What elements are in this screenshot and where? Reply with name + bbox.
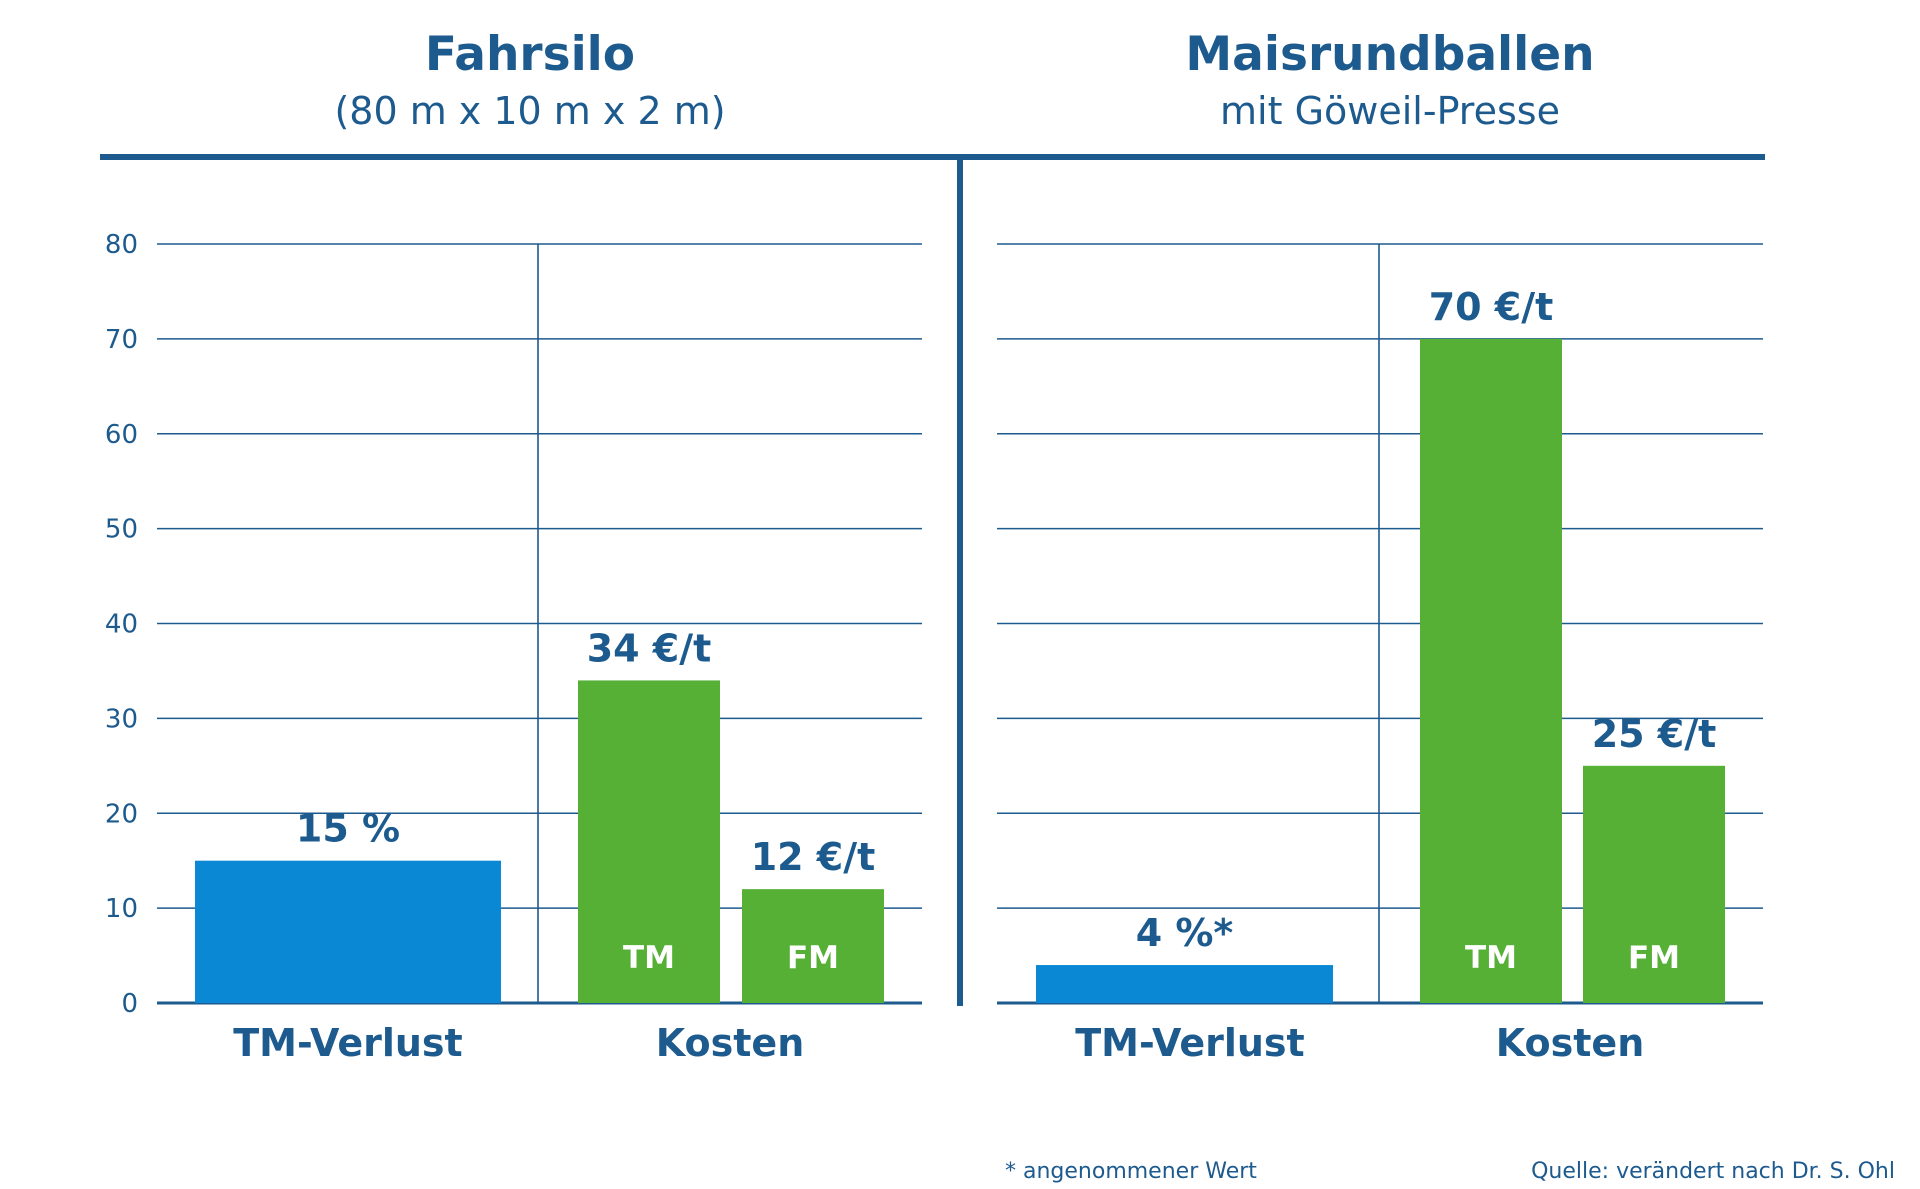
y-tick-label: 30 <box>105 704 138 734</box>
y-tick-label: 40 <box>105 610 138 640</box>
bar <box>195 860 501 1003</box>
category-label: Kosten <box>1496 1021 1645 1065</box>
bar-inner-label: TM <box>1465 940 1517 976</box>
bar-inner-label: FM <box>787 940 839 976</box>
category-label: Kosten <box>656 1021 805 1065</box>
bar <box>1420 338 1562 1003</box>
data-label: 25 €/t <box>1592 712 1717 756</box>
y-tick-label: 10 <box>105 894 138 924</box>
bar-inner-label: TM <box>623 940 675 976</box>
y-tick-label: 0 <box>121 989 138 1019</box>
data-label: 34 €/t <box>587 626 712 670</box>
bar <box>742 889 884 1003</box>
bar <box>1036 965 1333 1003</box>
data-label: 4 %* <box>1136 911 1234 955</box>
y-tick-label: 70 <box>105 325 138 355</box>
bar <box>578 680 720 1003</box>
y-tick-label: 80 <box>105 230 138 260</box>
footnote: * angenommener Wert <box>1005 1159 1257 1184</box>
data-label: 70 €/t <box>1429 285 1554 329</box>
bar <box>1583 765 1725 1003</box>
bar-inner-label: FM <box>1628 940 1680 976</box>
panel-title: Maisrundballen <box>1185 27 1594 82</box>
y-tick-label: 50 <box>105 515 138 545</box>
panel-subtitle: (80 m x 10 m x 2 m) <box>334 89 725 133</box>
source-credit: Quelle: verändert nach Dr. S. Ohl <box>1531 1159 1895 1184</box>
panel-subtitle: mit Göweil-Presse <box>1220 89 1560 133</box>
category-label: TM-Verlust <box>233 1021 462 1065</box>
category-label: TM-Verlust <box>1075 1021 1304 1065</box>
data-label: 12 €/t <box>751 835 876 879</box>
panel-title: Fahrsilo <box>425 27 635 82</box>
y-tick-label: 60 <box>105 420 138 450</box>
y-tick-label: 20 <box>105 799 138 829</box>
data-label: 15 % <box>296 807 400 851</box>
